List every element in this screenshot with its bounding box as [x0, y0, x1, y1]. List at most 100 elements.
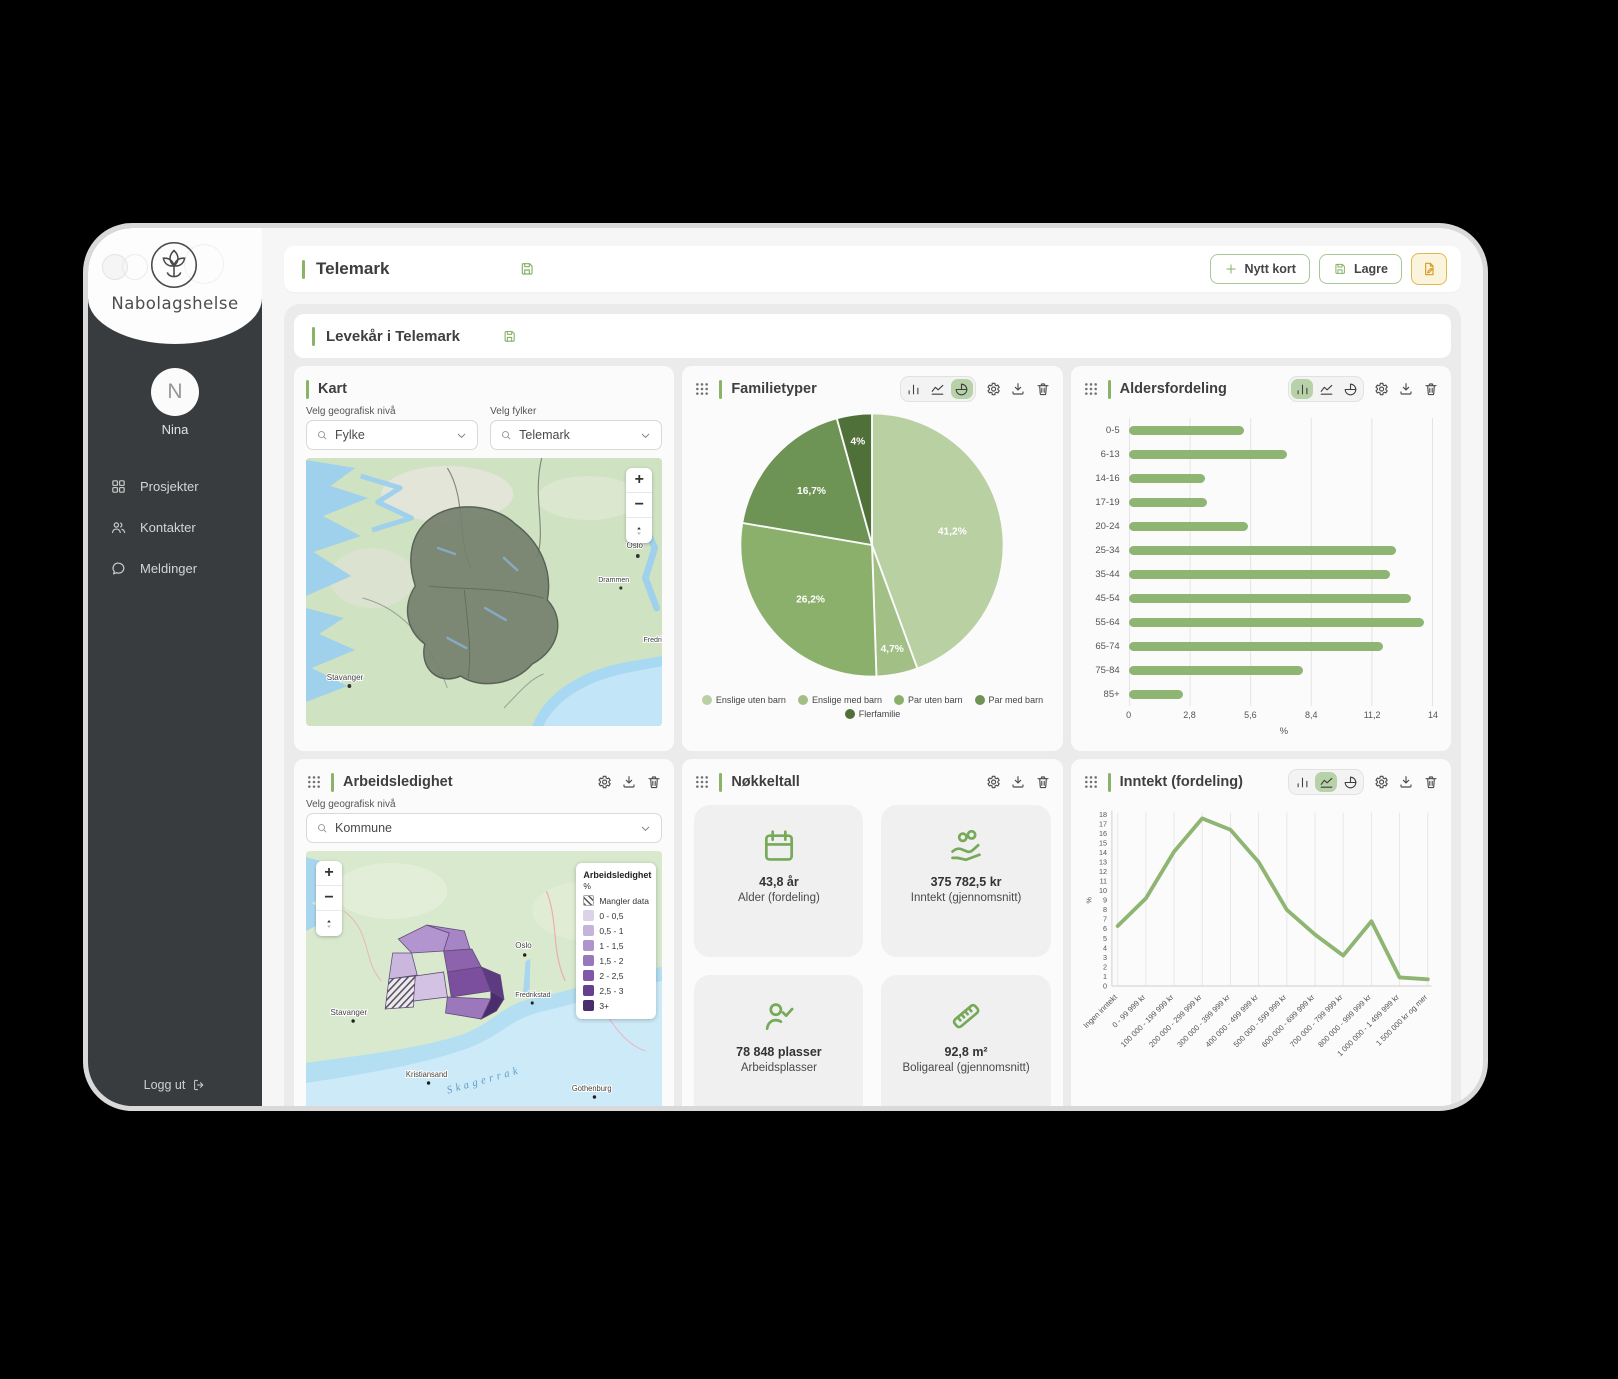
- card-toolbar: [985, 774, 1051, 790]
- card-aldersfordeling-header: Aldersfordeling: [1083, 376, 1439, 402]
- download-icon[interactable]: [1010, 381, 1026, 397]
- map-city-label: Oslo: [515, 941, 532, 950]
- y-axis-label: %: [1084, 896, 1093, 903]
- gear-icon[interactable]: [985, 774, 1001, 790]
- tilt-button[interactable]: [316, 911, 342, 936]
- legend-item: Par med barn: [974, 695, 1043, 705]
- bar-chart-icon[interactable]: [1291, 772, 1313, 792]
- line-chart-icon[interactable]: [1315, 379, 1337, 399]
- line-chart-icon[interactable]: [927, 379, 949, 399]
- logo-area: Nabolagshelse: [88, 228, 262, 344]
- gear-icon[interactable]: [1373, 774, 1389, 790]
- aldersfordeling-rows: 0-5 6-13 14-16 17-19 20-24 25-34 35-44 45-54 55-…: [1083, 418, 1439, 706]
- card-familietyper: Familietyper 4: [682, 366, 1063, 751]
- geo-level-select[interactable]: Fylke: [306, 420, 479, 450]
- trash-icon[interactable]: [1035, 381, 1051, 397]
- municipality-select[interactable]: Kommune: [306, 813, 663, 843]
- download-icon[interactable]: [1398, 381, 1414, 397]
- line-chart-icon[interactable]: [1315, 772, 1337, 792]
- geo-level-filter: Velg geografisk nivå Fylke: [306, 406, 479, 450]
- familietyper-pie: 41,2% 4,7% 26,2% 16,7% 4%: [739, 412, 1006, 678]
- sidebar-item-meldinger[interactable]: Meldinger: [88, 548, 262, 589]
- bar-category-label: 85+: [1103, 688, 1120, 700]
- drag-handle-icon[interactable]: [694, 774, 710, 790]
- pie-chart-icon[interactable]: [1339, 772, 1361, 792]
- sidebar-item-label: Prosjekter: [140, 479, 199, 494]
- save-icon: [1333, 262, 1347, 276]
- drag-handle-icon[interactable]: [1083, 774, 1099, 790]
- save-button[interactable]: Lagre: [1318, 254, 1402, 284]
- map-controls: + −: [316, 861, 342, 936]
- gear-icon[interactable]: [1373, 381, 1389, 397]
- key-figure-value: 78 848 plasser: [736, 1045, 822, 1059]
- drag-handle-icon[interactable]: [306, 774, 322, 790]
- kart-map[interactable]: Stavanger Oslo Drammen Fredrikstad + −: [306, 458, 663, 726]
- map-legend-item: 3+: [583, 1000, 649, 1011]
- map-city-label: Fredrikstad: [515, 990, 550, 999]
- bar-chart-icon[interactable]: [1291, 379, 1313, 399]
- bar: [1128, 425, 1244, 435]
- card-toolbar: [899, 376, 1051, 402]
- logout-button[interactable]: Logg ut: [88, 1078, 262, 1092]
- titlebar-actions: Nytt kort Lagre: [1209, 253, 1447, 285]
- bar-track: [1128, 545, 1433, 555]
- x-tick-label: 600 000 - 699 999 kr: [1260, 992, 1317, 1049]
- tilt-button[interactable]: [626, 518, 652, 543]
- bar-track: [1128, 473, 1433, 483]
- zoom-out-button[interactable]: −: [626, 493, 653, 518]
- pie-slice-4: [836, 412, 874, 546]
- y-tick-label: 0: [1103, 981, 1107, 990]
- dashboard-panel: Levekår i Telemark Kart Velg geografisk …: [284, 304, 1461, 1106]
- section-accent-bar: [312, 326, 315, 346]
- plus-icon: [1224, 262, 1238, 276]
- map-legend-item: 0 - 0,5: [583, 910, 649, 921]
- bar-track: [1128, 521, 1433, 531]
- pie-slice-3: [741, 417, 874, 547]
- aldersfordeling-xlabel: %: [1279, 726, 1289, 737]
- pie-chart-icon[interactable]: [950, 379, 973, 399]
- select-value: Telemark: [519, 428, 570, 442]
- section-save-icon[interactable]: [502, 329, 517, 344]
- trash-icon[interactable]: [1035, 774, 1051, 790]
- drag-handle-icon[interactable]: [1083, 381, 1099, 397]
- bar-chart-icon[interactable]: [903, 379, 925, 399]
- save-title-icon[interactable]: [519, 261, 535, 277]
- sidebar-item-kontakter[interactable]: Kontakter: [88, 507, 262, 548]
- trash-icon[interactable]: [646, 774, 662, 790]
- bar-track: [1128, 593, 1433, 603]
- card-title: Nøkkeltall: [731, 774, 800, 790]
- download-icon[interactable]: [1010, 774, 1026, 790]
- updown-icon: [323, 918, 335, 930]
- zoom-out-button[interactable]: −: [316, 886, 342, 911]
- familietyper-pie-wrap: 41,2% 4,7% 26,2% 16,7% 4%: [733, 406, 1011, 689]
- county-select[interactable]: Telemark: [490, 420, 663, 450]
- sidebar-item-prosjekter[interactable]: Prosjekter: [88, 466, 262, 507]
- legend-label: Enslige uten barn: [715, 695, 786, 705]
- edit-document-button[interactable]: [1411, 253, 1447, 285]
- gear-icon[interactable]: [596, 774, 612, 790]
- card-title: Arbeidsledighet: [343, 774, 453, 790]
- y-tick-label: 12: [1099, 867, 1107, 876]
- avatar[interactable]: N: [151, 368, 199, 416]
- bar-track: [1128, 641, 1433, 651]
- legend-label: Flerfamilie: [858, 709, 901, 719]
- zoom-in-button[interactable]: +: [626, 468, 653, 493]
- download-icon[interactable]: [621, 774, 637, 790]
- card-nokkeltall-header: Nøkkeltall: [694, 769, 1050, 795]
- trash-icon[interactable]: [1423, 774, 1439, 790]
- y-tick-label: 4: [1103, 943, 1107, 952]
- new-card-button[interactable]: Nytt kort: [1209, 254, 1310, 284]
- trash-icon[interactable]: [1423, 381, 1439, 397]
- gear-icon[interactable]: [985, 381, 1001, 397]
- arbeidsledighet-map[interactable]: Stavanger Oslo Fredrikstad Kristiansand …: [306, 851, 663, 1106]
- pie-chart-icon[interactable]: [1339, 379, 1361, 399]
- map-city-label: Drammen: [598, 575, 629, 584]
- y-tick-label: 3: [1103, 953, 1107, 962]
- zoom-in-button[interactable]: +: [316, 861, 342, 886]
- drag-handle-icon[interactable]: [694, 381, 710, 397]
- bar-category-label: 20-24: [1095, 520, 1120, 532]
- download-icon[interactable]: [1398, 774, 1414, 790]
- filter-label: Velg geografisk nivå: [306, 799, 396, 810]
- app-window: Nabolagshelse N Nina Prosjekter Kontakte…: [88, 228, 1483, 1106]
- bar-track: [1128, 425, 1433, 435]
